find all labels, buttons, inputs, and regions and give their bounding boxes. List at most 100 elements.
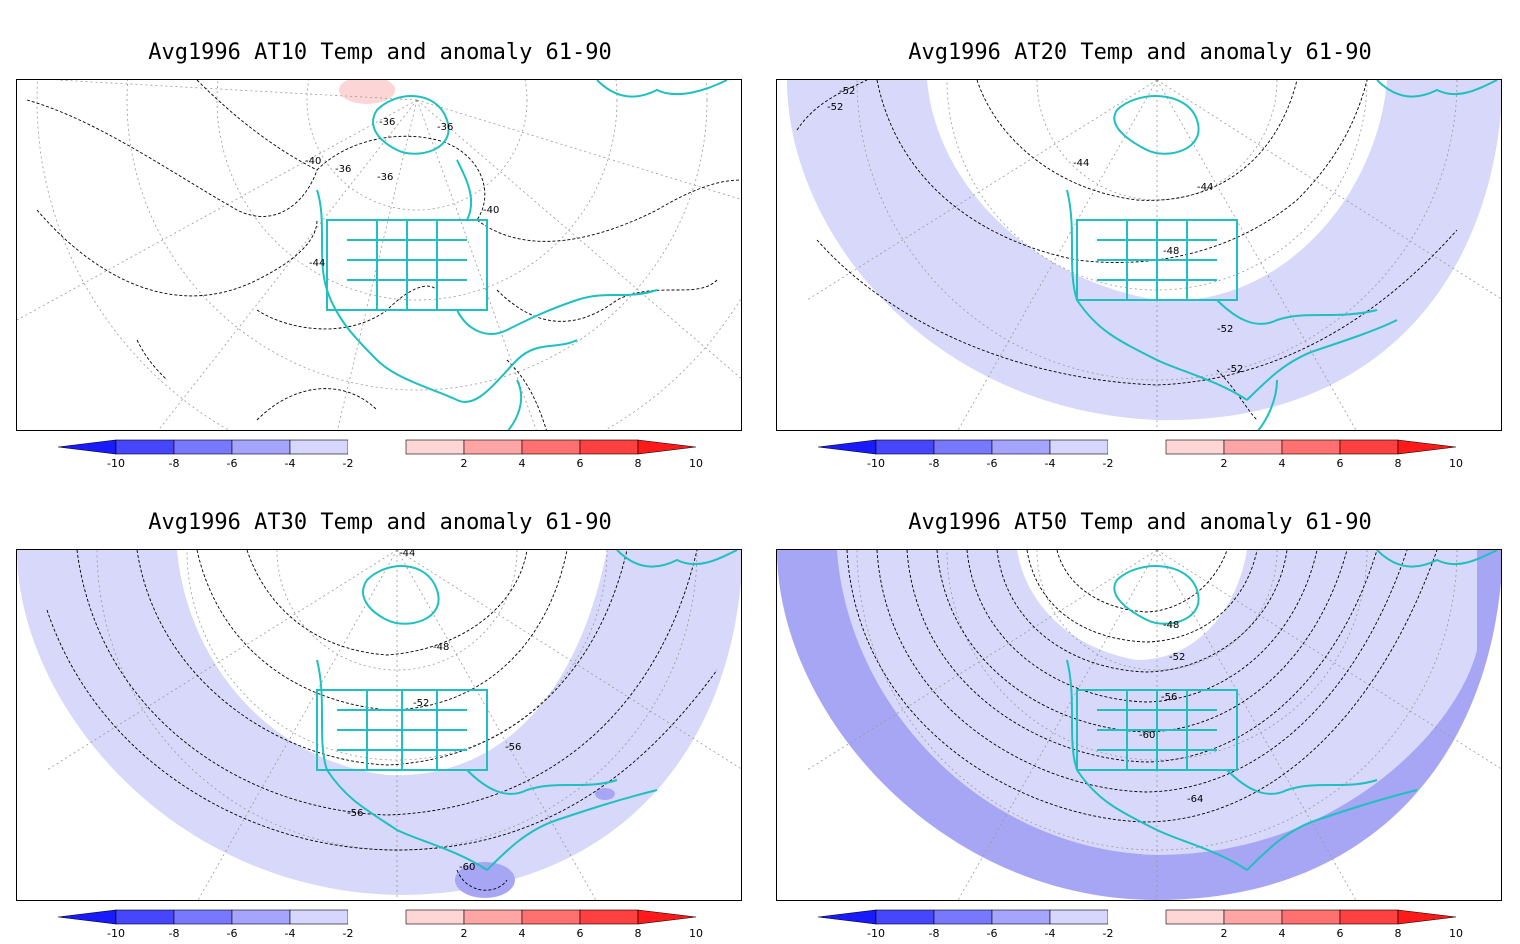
- anomaly-cold-patch: [455, 862, 515, 898]
- colorbar-cell: [1223, 439, 1283, 455]
- panel-at10: Avg1996 AT10 Temp and anomaly 61-90: [0, 0, 760, 470]
- contour-label-group: -44 -48 -52 -56 -56 -60: [347, 550, 521, 873]
- colorbar-tick-label: -4: [1045, 927, 1056, 940]
- colorbar-arrow-low: [57, 909, 117, 925]
- panel-title: Avg1996 AT20 Temp and anomaly 61-90: [908, 40, 1372, 65]
- colorbar-tick-label: 6: [1337, 927, 1344, 940]
- contour-label: -36: [335, 164, 351, 175]
- contour-label: -44: [309, 258, 325, 269]
- colorbar: -10 -8 -6 -4 -2 2 4 6 8 10: [57, 438, 704, 470]
- colorbar-tick-label: -10: [867, 457, 885, 470]
- colorbar-tick-label: -8: [169, 927, 180, 940]
- contour-label: -44: [1073, 158, 1089, 169]
- colorbar-tick-label: 6: [1337, 457, 1344, 470]
- contour-label: -44: [399, 550, 415, 559]
- contour-label: -44: [1197, 182, 1213, 193]
- colorbar-cell: [1049, 439, 1109, 455]
- contour-label: -40: [483, 205, 499, 216]
- colorbar-tick-label: 10: [689, 927, 703, 940]
- colorbar-svg: -10 -8 -6 -4 -2 2 4 6 8 10: [817, 439, 1463, 470]
- colorbar-tick-label: 6: [577, 457, 584, 470]
- panel-at30: Avg1996 AT30 Temp and anomaly 61-90: [0, 470, 760, 940]
- contour-label: -36: [377, 172, 393, 183]
- colorbar-tick-label: -8: [169, 457, 180, 470]
- colorbar-cell: [875, 909, 935, 925]
- contour-label: -52: [1217, 324, 1233, 335]
- colorbar-arrow-low: [57, 439, 117, 455]
- colorbar-cell: [115, 909, 175, 925]
- colorbar-cell: [289, 909, 349, 925]
- coastlines: [316, 550, 738, 871]
- colorbar-tick-label: -4: [285, 457, 296, 470]
- colorbar-cell: [1108, 440, 1166, 454]
- colorbar-cell: [463, 909, 523, 925]
- contour-label: -48: [1163, 246, 1179, 257]
- colorbar-cell: [1165, 439, 1225, 455]
- colorbar-tick-label: -8: [929, 927, 940, 940]
- contour-lines: [26, 80, 741, 430]
- colorbar-cell: [173, 439, 233, 455]
- colorbar-arrow-high: [637, 439, 697, 455]
- contour-label-group: -48 -52 -56 -60 -64: [1139, 620, 1203, 805]
- colorbar-cell: [1108, 910, 1166, 924]
- colorbar-tick-label: -4: [1045, 457, 1056, 470]
- anomaly-warm-patch: [339, 80, 395, 104]
- contour-label: -52: [1227, 364, 1243, 375]
- graticule: [17, 80, 741, 430]
- contour-label: -56: [347, 808, 363, 819]
- colorbar-tick-label: 10: [689, 457, 703, 470]
- contour-label: -60: [459, 862, 475, 873]
- colorbar-tick-label: -10: [107, 457, 125, 470]
- colorbar-tick-label: 4: [1279, 927, 1286, 940]
- map: -36 -36 -40 -36 -36 -40 -44: [16, 79, 742, 431]
- colorbar-tick-label: -8: [929, 457, 940, 470]
- colorbar-cell: [405, 909, 465, 925]
- colorbar-svg: -10 -8 -6 -4 -2 2 4 6 8 10: [57, 439, 703, 470]
- colorbar-cell: [463, 439, 523, 455]
- colorbar-tick-label: 8: [1395, 927, 1402, 940]
- colorbar-cell: [1339, 909, 1399, 925]
- panel-at20: Avg1996 AT20 Temp and anomaly 61-90: [760, 0, 1520, 470]
- colorbar-tick-label: -6: [987, 927, 998, 940]
- contour-label: -60: [1139, 730, 1155, 741]
- colorbar-arrow-high: [1397, 909, 1457, 925]
- colorbar-cell: [521, 439, 581, 455]
- colorbar-cell: [1339, 439, 1399, 455]
- coastlines: [1066, 80, 1498, 430]
- colorbar-cell: [1281, 439, 1341, 455]
- colorbar-cell: [1223, 909, 1283, 925]
- map-svg: -48 -52 -56 -60 -64: [777, 550, 1501, 900]
- colorbar-tick-label: -4: [285, 927, 296, 940]
- colorbar-arrow-low: [817, 909, 877, 925]
- contour-label: -64: [1187, 794, 1203, 805]
- coastlines: [316, 80, 728, 430]
- colorbar-tick-label: -6: [987, 457, 998, 470]
- colorbar-tick-label: -10: [867, 927, 885, 940]
- colorbar: -10 -8 -6 -4 -2 2 4 6 8 10: [817, 908, 1464, 940]
- map-svg: -52 -52 -44 -44 -48 -52 -52: [777, 80, 1501, 430]
- contour-label: -56: [505, 742, 521, 753]
- colorbar-cell: [115, 439, 175, 455]
- colorbar-cell: [348, 910, 406, 924]
- colorbar-tick-label: -2: [343, 927, 354, 940]
- contour-label: -48: [1163, 620, 1179, 631]
- colorbar-tick-label: -2: [343, 457, 354, 470]
- colorbar-cell: [405, 439, 465, 455]
- colorbar-arrow-high: [637, 909, 697, 925]
- colorbar-tick-label: 4: [519, 457, 526, 470]
- colorbar-tick-label: 8: [1395, 457, 1402, 470]
- colorbar-tick-label: -6: [227, 927, 238, 940]
- panel-title: Avg1996 AT50 Temp and anomaly 61-90: [908, 510, 1372, 535]
- colorbar-cell: [933, 439, 993, 455]
- contour-label: -52: [839, 86, 855, 97]
- colorbar-arrow-high: [1397, 439, 1457, 455]
- contour-label: -36: [379, 117, 395, 128]
- colorbar-svg: -10 -8 -6 -4 -2 2 4 6 8 10: [57, 909, 703, 940]
- contour-label: -36: [437, 122, 453, 133]
- colorbar-arrow-low: [817, 439, 877, 455]
- contour-label: -48: [433, 642, 449, 653]
- panel-title: Avg1996 AT30 Temp and anomaly 61-90: [148, 510, 612, 535]
- contour-label-group: -36 -36 -40 -36 -36 -40 -44: [305, 117, 499, 269]
- contour-label: -52: [1169, 652, 1185, 663]
- colorbar: -10 -8 -6 -4 -2 2 4 6 8 10: [817, 438, 1464, 470]
